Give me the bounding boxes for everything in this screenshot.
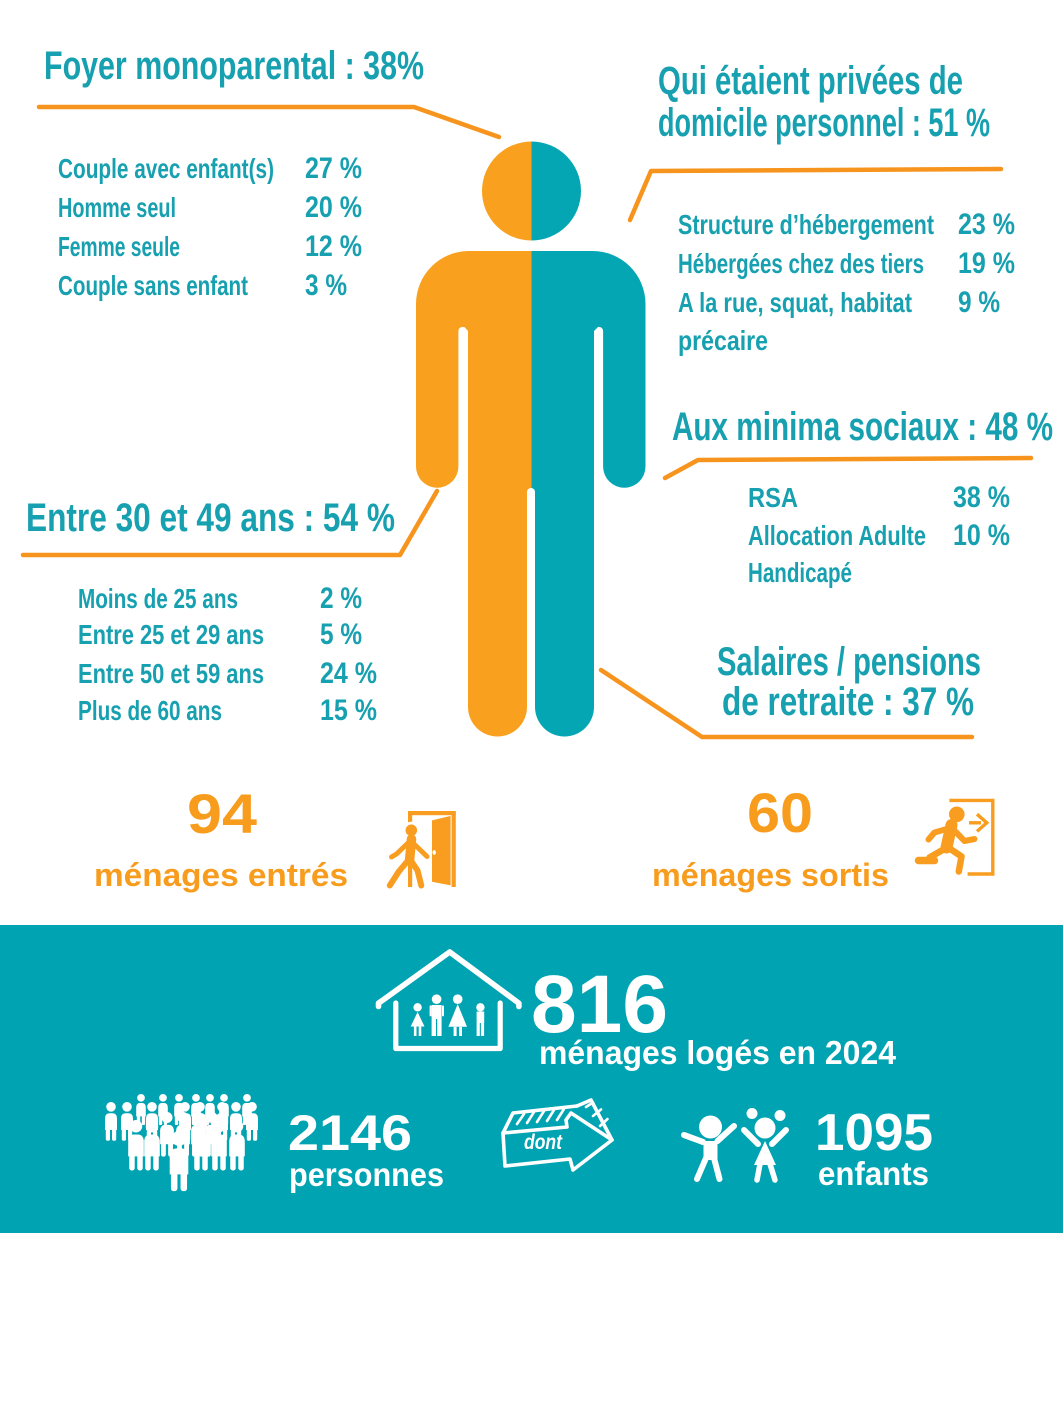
svg-text:5 %: 5 % — [320, 618, 362, 651]
svg-text:9 %: 9 % — [958, 286, 1000, 319]
svg-text:Salaires / pensions: Salaires / pensions — [717, 640, 981, 684]
svg-text:Aux minima sociaux : 48 %: Aux minima sociaux : 48 % — [672, 405, 1053, 449]
svg-text:23 %: 23 % — [958, 208, 1015, 241]
svg-text:Entre 50 et 59 ans: Entre 50 et 59 ans — [78, 658, 264, 689]
svg-text:816: 816 — [531, 959, 668, 1050]
svg-text:Allocation Adulte: Allocation Adulte — [748, 520, 926, 551]
svg-text:Femme seule: Femme seule — [58, 231, 180, 262]
svg-text:27 %: 27 % — [305, 152, 362, 185]
svg-text:domicile personnel : 51 %: domicile personnel : 51 % — [658, 101, 990, 145]
svg-text:Entre 25 et 29 ans: Entre 25 et 29 ans — [78, 619, 264, 650]
svg-text:Plus de 60 ans: Plus de 60 ans — [78, 695, 222, 726]
svg-text:2146: 2146 — [288, 1105, 412, 1161]
svg-text:Homme seul: Homme seul — [58, 192, 176, 223]
svg-text:Entre 30 et 49 ans : 54 %: Entre 30 et 49 ans : 54 % — [26, 496, 395, 540]
svg-text:enfants: enfants — [818, 1155, 929, 1192]
svg-text:20 %: 20 % — [305, 191, 362, 224]
svg-text:RSA: RSA — [748, 482, 798, 513]
svg-text:Couple avec enfant(s): Couple avec enfant(s) — [58, 153, 274, 184]
svg-text:10 %: 10 % — [953, 519, 1010, 552]
svg-text:précaire: précaire — [678, 325, 768, 356]
svg-text:de retraite : 37 %: de retraite : 37 % — [722, 680, 974, 724]
svg-text:Foyer monoparental : 38%: Foyer monoparental : 38% — [44, 44, 424, 88]
svg-text:ménages entrés: ménages entrés — [94, 857, 348, 893]
svg-text:A la rue, squat, habitat: A la rue, squat, habitat — [678, 287, 912, 318]
svg-text:2 %: 2 % — [320, 582, 362, 615]
svg-text:personnes: personnes — [289, 1156, 444, 1193]
svg-text:Couple sans enfant: Couple sans enfant — [58, 270, 248, 301]
svg-text:dont: dont — [524, 1131, 563, 1154]
svg-text:Handicapé: Handicapé — [748, 557, 852, 588]
svg-text:19 %: 19 % — [958, 247, 1015, 280]
svg-text:ménages sortis: ménages sortis — [652, 857, 889, 893]
svg-text:12 %: 12 % — [305, 230, 362, 263]
svg-text:60: 60 — [747, 781, 813, 844]
svg-text:Moins de 25 ans: Moins de 25 ans — [78, 583, 238, 614]
svg-text:Qui étaient privées de: Qui étaient privées de — [658, 59, 963, 103]
svg-text:15 %: 15 % — [320, 694, 377, 727]
svg-text:3 %: 3 % — [305, 269, 347, 302]
svg-text:94: 94 — [187, 782, 257, 845]
svg-text:ménages logés en 2024: ménages logés en 2024 — [539, 1034, 897, 1071]
svg-text:1095: 1095 — [815, 1104, 933, 1162]
svg-text:Structure d’hébergement: Structure d’hébergement — [678, 209, 934, 240]
svg-text:24 %: 24 % — [320, 657, 377, 690]
svg-text:38 %: 38 % — [953, 481, 1010, 514]
svg-text:Hébergées chez des tiers: Hébergées chez des tiers — [678, 248, 924, 279]
